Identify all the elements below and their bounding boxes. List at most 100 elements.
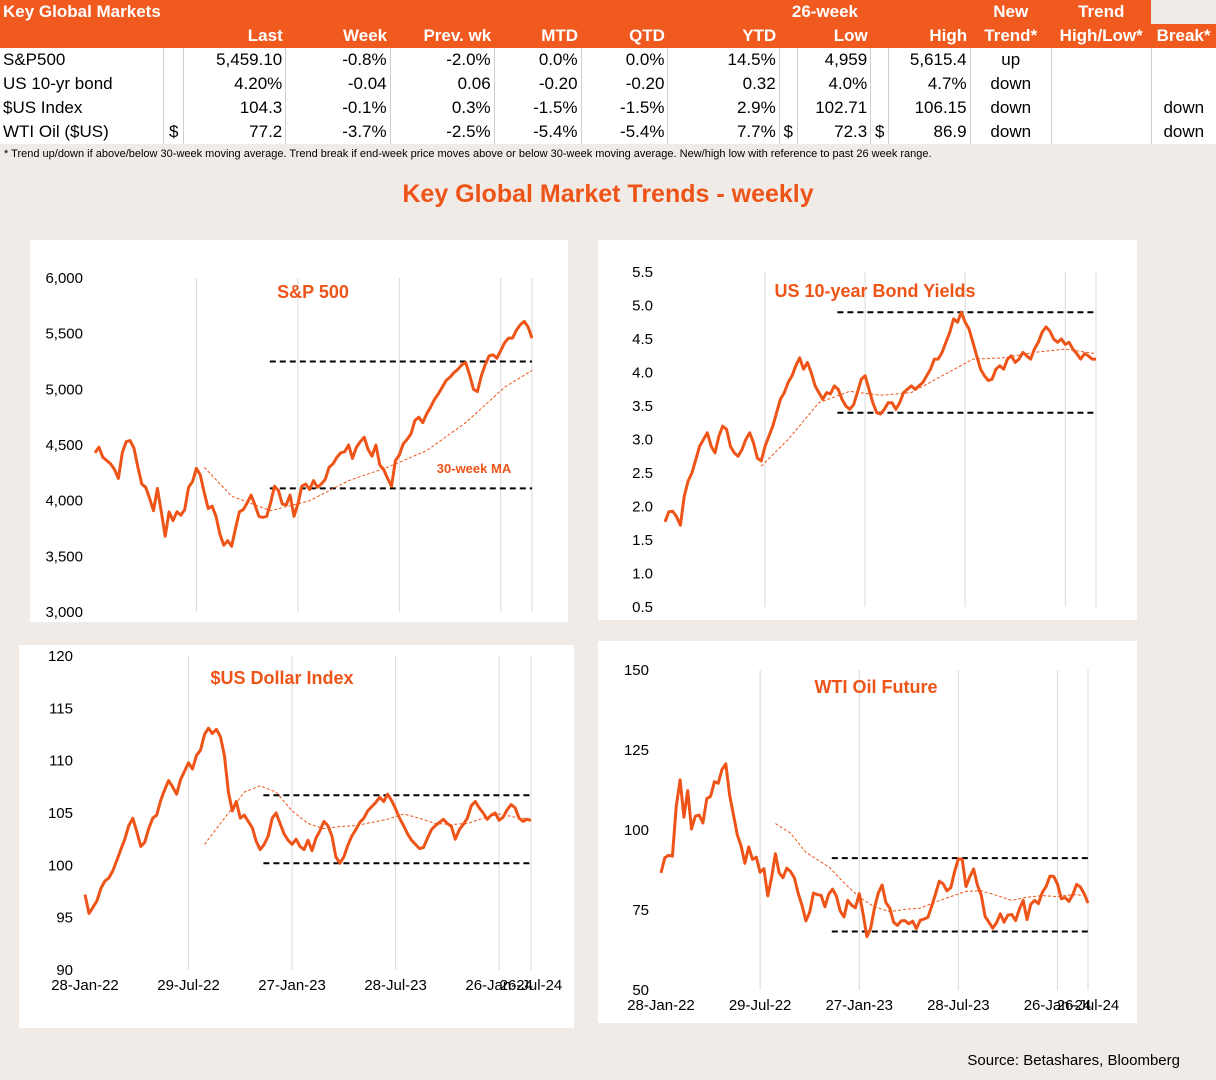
table-header-row-2: Last Week Prev. wk MTD QTD YTD Low High … bbox=[0, 24, 1216, 48]
col-week: Week bbox=[285, 24, 391, 48]
table-cell-cur-last bbox=[163, 72, 184, 96]
y-tick-label: 5,500 bbox=[45, 326, 83, 343]
table-cell-low: 4.0% bbox=[796, 72, 871, 96]
x-tick-label: 28-Jul-23 bbox=[364, 977, 427, 994]
source-note: Source: Betashares, Bloomberg bbox=[967, 1052, 1180, 1069]
table-cell-name: US 10-yr bond bbox=[0, 72, 164, 96]
table-cell-low: 102.71 bbox=[796, 96, 871, 120]
header-26-week: 26-week bbox=[779, 0, 871, 24]
table-cell-ytd: 14.5% bbox=[667, 48, 780, 72]
table-cell-cur-low bbox=[778, 72, 798, 96]
table-cell-cur-last bbox=[163, 96, 184, 120]
price-series-line bbox=[659, 762, 1090, 939]
table-cell-high: 86.9 bbox=[888, 120, 971, 144]
y-tick-label: 90 bbox=[56, 962, 73, 979]
table-cell-ytd: 2.9% bbox=[667, 96, 780, 120]
x-tick-label: 28-Jan-22 bbox=[627, 997, 695, 1014]
chart-title: US 10-year Bond Yields bbox=[774, 281, 975, 301]
y-tick-label: 3,000 bbox=[45, 604, 83, 621]
chart-title: $US Dollar Index bbox=[210, 668, 353, 688]
table-row: WTI Oil ($US) $77.2 -3.7% -2.5% -5.4% -5.4% 7.… bbox=[0, 120, 1216, 144]
table-cell-new-high-low bbox=[1050, 120, 1152, 144]
table-cell-trend: down bbox=[969, 96, 1052, 120]
price-series-line bbox=[93, 319, 534, 548]
x-tick-label: 28-Jan-22 bbox=[51, 977, 119, 994]
table-cell-prev-wk: -2.5% bbox=[389, 120, 495, 144]
markets-table: Key Global Markets 26-week New Trend Las… bbox=[0, 0, 1216, 144]
table-cell-name: WTI Oil ($US) bbox=[0, 120, 164, 144]
table-cell-prev-wk: 0.3% bbox=[389, 96, 495, 120]
x-tick-label: 26-Jul-24 bbox=[1057, 997, 1120, 1014]
header-trend: Trend bbox=[1051, 0, 1152, 24]
y-tick-label: 120 bbox=[48, 648, 73, 665]
table-cell-name: $US Index bbox=[0, 96, 164, 120]
sp500-chart: 3,000 3,500 4,000 4,500 5,000 5,500 6,000 S&P 5… bbox=[45, 270, 534, 621]
table-cell-week: -3.7% bbox=[285, 120, 391, 144]
col-trend: Trend* bbox=[970, 24, 1052, 48]
col-prev-wk: Prev. wk bbox=[390, 24, 495, 48]
y-tick-label: 115 bbox=[49, 700, 73, 717]
y-tick-label: 125 bbox=[624, 742, 649, 759]
table-title: Key Global Markets bbox=[0, 0, 164, 24]
col-new-high-low: High/Low* bbox=[1051, 24, 1152, 48]
table-cell-name: S&P500 bbox=[0, 48, 164, 72]
table-cell-mtd: -0.20 bbox=[493, 72, 582, 96]
table-cell-cur-high bbox=[870, 48, 889, 72]
price-series-line bbox=[83, 726, 532, 915]
table-cell-ytd: 7.7% bbox=[667, 120, 780, 144]
table-cell-new-high-low bbox=[1050, 96, 1152, 120]
table-cell-qtd: -5.4% bbox=[580, 120, 668, 144]
table-cell-trend-break: down bbox=[1150, 120, 1216, 144]
col-mtd: MTD bbox=[494, 24, 582, 48]
y-tick-label: 150 bbox=[624, 662, 649, 679]
table-cell-last: 4.20% bbox=[183, 72, 286, 96]
y-tick-label: 1.5 bbox=[632, 532, 653, 549]
y-tick-label: 95 bbox=[56, 910, 73, 927]
table-cell-cur-high: $ bbox=[870, 120, 889, 144]
table-cell-trend: down bbox=[969, 72, 1052, 96]
y-tick-label: 3.5 bbox=[632, 398, 653, 415]
y-tick-label: 110 bbox=[49, 753, 73, 770]
x-tick-label: 29-Jul-22 bbox=[157, 977, 220, 994]
y-tick-label: 3.0 bbox=[632, 432, 653, 449]
price-series-line bbox=[663, 310, 1096, 527]
col-ytd: YTD bbox=[667, 24, 780, 48]
y-tick-label: 5,000 bbox=[45, 381, 83, 398]
y-tick-label: 4,000 bbox=[45, 493, 83, 510]
y-tick-label: 0.5 bbox=[632, 599, 653, 616]
x-tick-label: 26-Jul-24 bbox=[500, 977, 563, 994]
bond-yields-panel: 0.5 1.0 1.5 2.0 2.5 3.0 3.5 4.0 4.5 5.0 5.5 US 10-y… bbox=[598, 240, 1137, 620]
table-cell-high: 5,615.4 bbox=[888, 48, 971, 72]
table-cell-cur-low bbox=[778, 48, 798, 72]
wti-oil-panel: 50 75 100 125 150 28-Jan-22 29-Jul-22 27-Jan-23… bbox=[598, 641, 1137, 1023]
table-cell-trend-break: down bbox=[1150, 96, 1216, 120]
col-last: Last bbox=[183, 24, 286, 48]
x-tick-label: 28-Jul-23 bbox=[927, 997, 990, 1014]
y-tick-label: 5.0 bbox=[632, 298, 653, 315]
table-cell-cur-last: $ bbox=[163, 120, 184, 144]
table-row: S&P500 5,459.10 -0.8% -2.0% 0.0% 0.0% 14.5% 4,9… bbox=[0, 48, 1216, 72]
table-cell-low: 72.3 bbox=[796, 120, 871, 144]
col-low: Low bbox=[797, 24, 871, 48]
table-cell-cur-last bbox=[163, 48, 184, 72]
dollar-index-chart: 90 95 100 105 110 115 120 28-Jan-22 29-Jul-22 27-… bbox=[48, 648, 563, 994]
table-cell-prev-wk: -2.0% bbox=[389, 48, 495, 72]
footnote: * Trend up/down if above/below 30-week m… bbox=[4, 148, 932, 160]
y-tick-label: 4,500 bbox=[45, 437, 83, 454]
table-cell-cur-low bbox=[778, 96, 798, 120]
table-cell-trend: down bbox=[969, 120, 1052, 144]
table-cell-last: 104.3 bbox=[183, 96, 286, 120]
x-tick-label: 29-Jul-22 bbox=[729, 997, 792, 1014]
moving-average-line bbox=[203, 369, 533, 512]
col-high: High bbox=[888, 24, 971, 48]
table-cell-ytd: 0.32 bbox=[667, 72, 780, 96]
table-cell-last: 5,459.10 bbox=[183, 48, 286, 72]
y-tick-label: 100 bbox=[48, 857, 73, 874]
moving-average-line bbox=[775, 823, 1089, 913]
table-cell-trend-break bbox=[1150, 72, 1216, 96]
y-tick-label: 2.5 bbox=[632, 465, 653, 482]
main-title: Key Global Market Trends - weekly bbox=[402, 180, 814, 208]
chart-title: WTI Oil Future bbox=[815, 677, 938, 697]
x-tick-label: 26-Jan-24 bbox=[1024, 997, 1092, 1014]
